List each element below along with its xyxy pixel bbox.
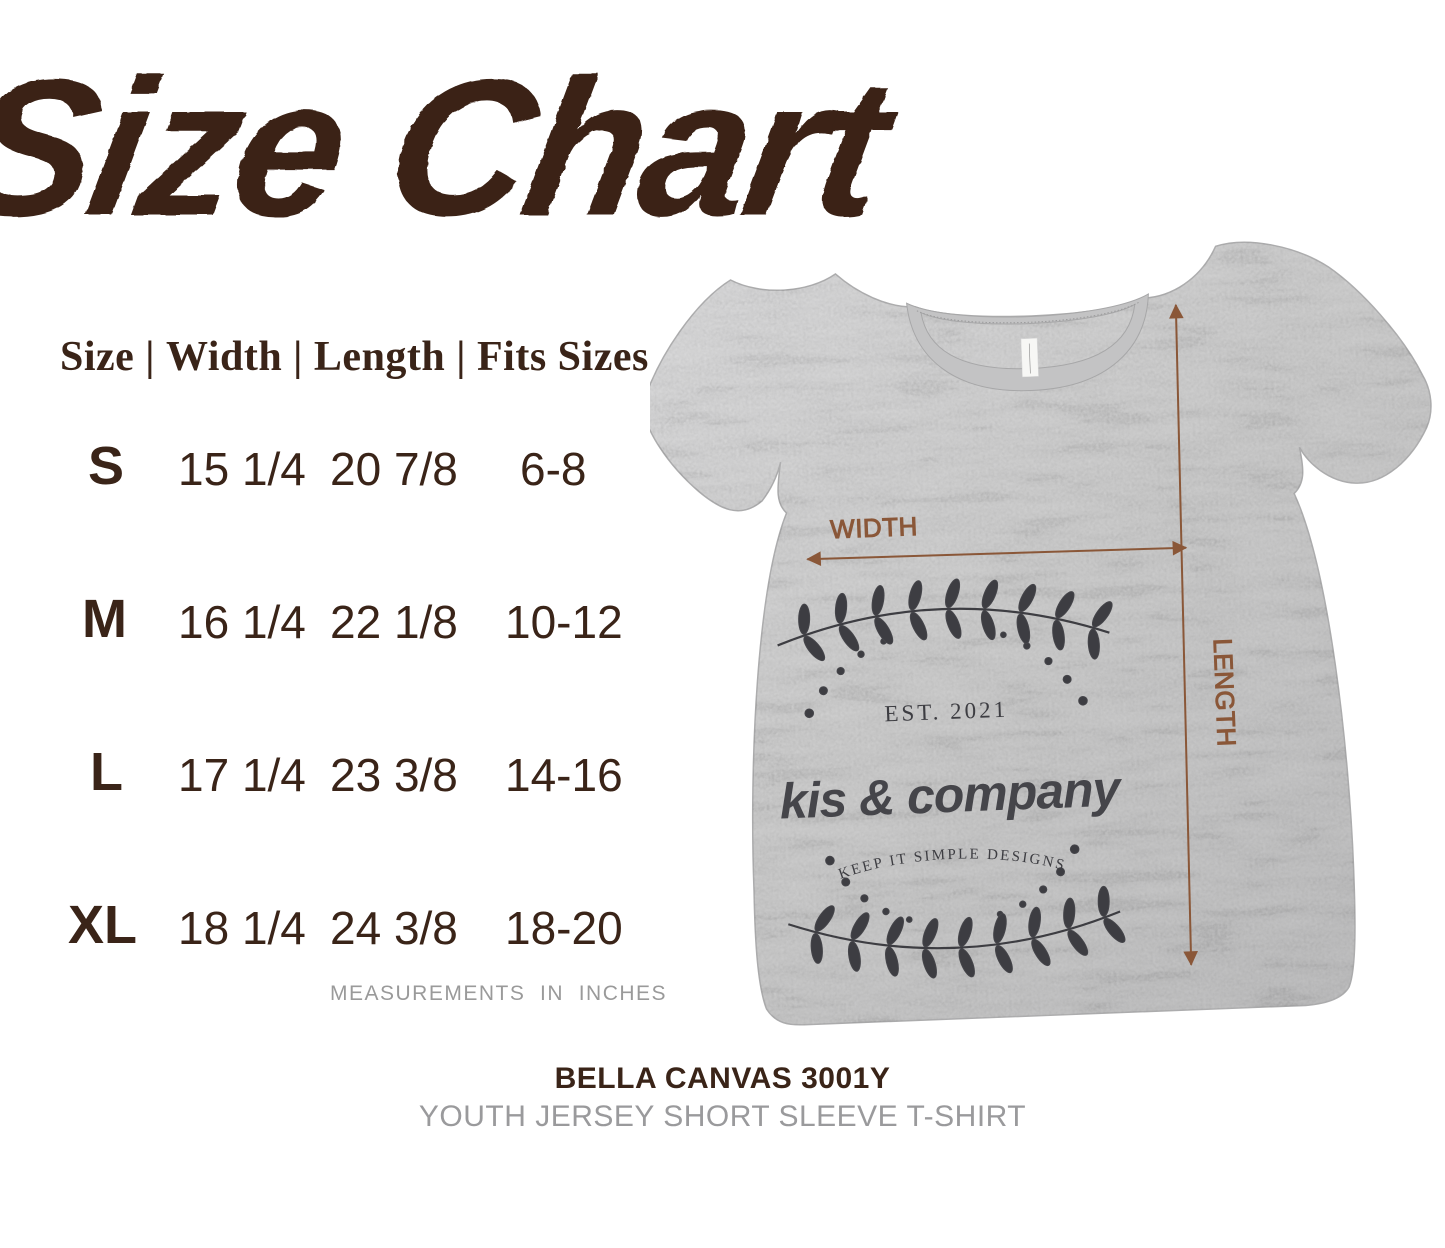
- svg-text:LENGTH: LENGTH: [1208, 638, 1242, 748]
- svg-text:EST. 2021: EST. 2021: [884, 697, 1009, 727]
- svg-text:WIDTH: WIDTH: [830, 511, 919, 544]
